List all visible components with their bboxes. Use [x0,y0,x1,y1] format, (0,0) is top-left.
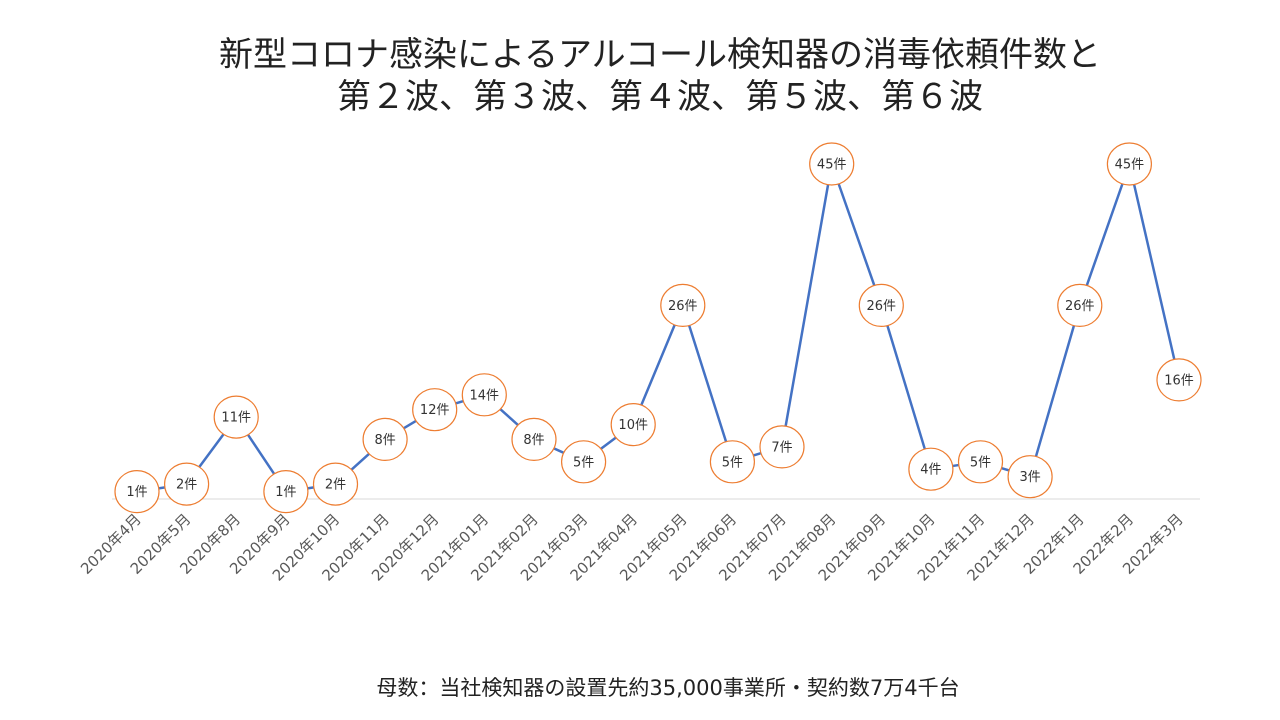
data-label: 16件 [1156,358,1202,402]
data-label-bubble [858,283,904,327]
data-labels: 1件 2件 11件 1件 2件 8件 12件 14件 8件 5件 10件 26件 5件 7件 45件 26件 4… [114,142,1202,514]
data-label-text: 26件 [668,299,698,314]
data-label-bubble [412,388,458,432]
data-label: 5件 [957,440,1004,484]
chart-title-line-1: 新型コロナ感染によるアルコール検知器の消毒依頼件数と [219,35,1101,75]
data-label-bubble [610,403,656,447]
data-label: 8件 [511,417,557,461]
x-tick-labels: 2020年4月2020年5月2020年8月2020年9月2020年10月2020… [77,510,1187,584]
data-label: 26件 [858,283,904,327]
data-label-text: 5件 [970,455,991,470]
data-label: 2件 [312,462,359,506]
data-label-text: 12件 [420,403,450,418]
data-label-bubble [660,283,706,327]
data-label-text: 14件 [470,388,500,403]
data-label-bubble [511,417,557,461]
data-label-text: 16件 [1164,373,1194,388]
data-label: 45件 [809,142,855,186]
data-label-bubble [213,395,259,439]
data-label-bubble [957,440,1004,484]
data-label: 8件 [362,417,408,461]
series-line [136,162,1181,493]
chart-title-line-2: 第２波、第３波、第４波、第５波、第６波 [337,77,983,117]
data-label-text: 1件 [126,485,147,500]
data-label-bubble [709,440,756,484]
data-label-text: 26件 [867,299,897,314]
data-label: 2件 [164,462,210,506]
data-label: 26件 [660,283,706,327]
data-label: 3件 [1007,455,1053,499]
data-label-bubble [312,462,359,506]
data-label-text: 8件 [374,433,395,448]
data-label: 1件 [114,470,160,514]
data-label-text: 2件 [325,478,346,493]
data-label-bubble [1057,283,1103,327]
data-label-text: 11件 [221,411,251,426]
data-label-text: 2件 [176,478,197,493]
data-label-bubble [1106,142,1153,186]
data-label: 11件 [213,395,259,439]
series-layer [135,162,1181,494]
data-label: 10件 [610,403,656,447]
data-label-text: 45件 [1115,158,1145,173]
data-label-bubble [164,462,210,506]
data-label: 7件 [759,425,805,469]
data-label-text: 8件 [523,433,544,448]
data-label-text: 26件 [1065,299,1095,314]
footnote: 母数：当社検知器の設置先約35,000事業所・契約数7万4千台 [376,676,959,700]
data-label-text: 4件 [920,463,941,478]
data-label-text: 45件 [817,158,847,173]
data-label-bubble [114,470,160,514]
data-label-bubble [362,417,408,461]
data-label-text: 5件 [722,455,743,470]
data-label-bubble [560,440,607,484]
data-label: 4件 [908,447,954,491]
data-label-bubble [809,142,855,186]
data-label: 1件 [263,470,309,514]
data-label: 14件 [461,373,507,417]
data-label: 5件 [560,440,607,484]
data-label-text: 7件 [771,440,792,455]
data-label: 26件 [1057,283,1103,327]
data-label-bubble [1007,455,1053,499]
data-label-bubble [263,470,309,514]
data-label-text: 10件 [618,418,648,433]
data-label-bubble [908,447,954,491]
data-label-bubble [461,373,507,417]
data-label-text: 1件 [275,485,296,500]
data-label: 5件 [709,440,756,484]
data-label-text: 5件 [573,455,594,470]
data-label: 45件 [1106,142,1153,186]
data-label: 12件 [412,388,458,432]
data-label-text: 3件 [1019,470,1040,485]
data-label-bubble [759,425,805,469]
data-label-bubble [1156,358,1202,402]
